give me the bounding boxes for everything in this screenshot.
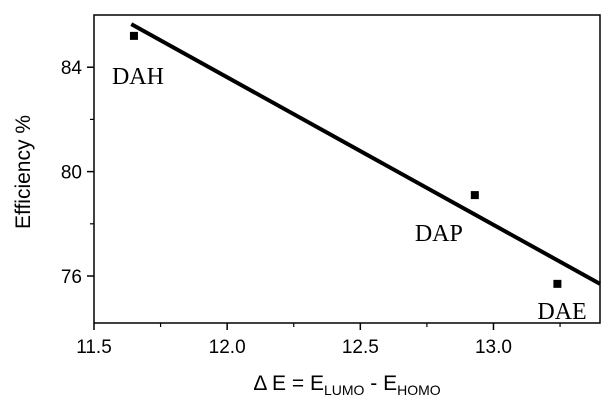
data-point (129, 31, 138, 40)
x-tick-label: 12.0 (209, 337, 246, 358)
x-tick-label: 11.5 (76, 337, 112, 358)
x-axis-label-mid: - E (364, 372, 397, 395)
x-axis-label: Δ E = ELUMO - EHOMO (253, 372, 440, 398)
y-axis-ticks: 76 80 84 (61, 58, 94, 288)
x-tick-label: 12.5 (342, 337, 379, 358)
x-axis-ticks: 11.5 12.0 12.5 13.0 (76, 323, 561, 358)
x-axis-label-sub-lumo: LUMO (324, 382, 365, 398)
x-axis-label-sub-homo: HOMO (397, 382, 441, 398)
fit-line (130, 22, 601, 286)
point-label: DAE (537, 299, 586, 325)
y-tick-label: 80 (61, 163, 82, 184)
point-label: DAH (112, 64, 164, 90)
y-tick-label: 76 (61, 267, 82, 288)
plot-frame (93, 14, 601, 324)
x-axis-label-main: Δ E = E (253, 372, 324, 395)
x-tick-label: 13.0 (475, 337, 512, 358)
point-label: DAP (415, 221, 463, 247)
data-point (470, 191, 479, 200)
data-marks: DAH DAP DAE (112, 22, 601, 325)
y-tick-label: 84 (61, 58, 83, 79)
y-axis-label: Efficiency % (12, 115, 35, 229)
data-point (553, 279, 562, 288)
